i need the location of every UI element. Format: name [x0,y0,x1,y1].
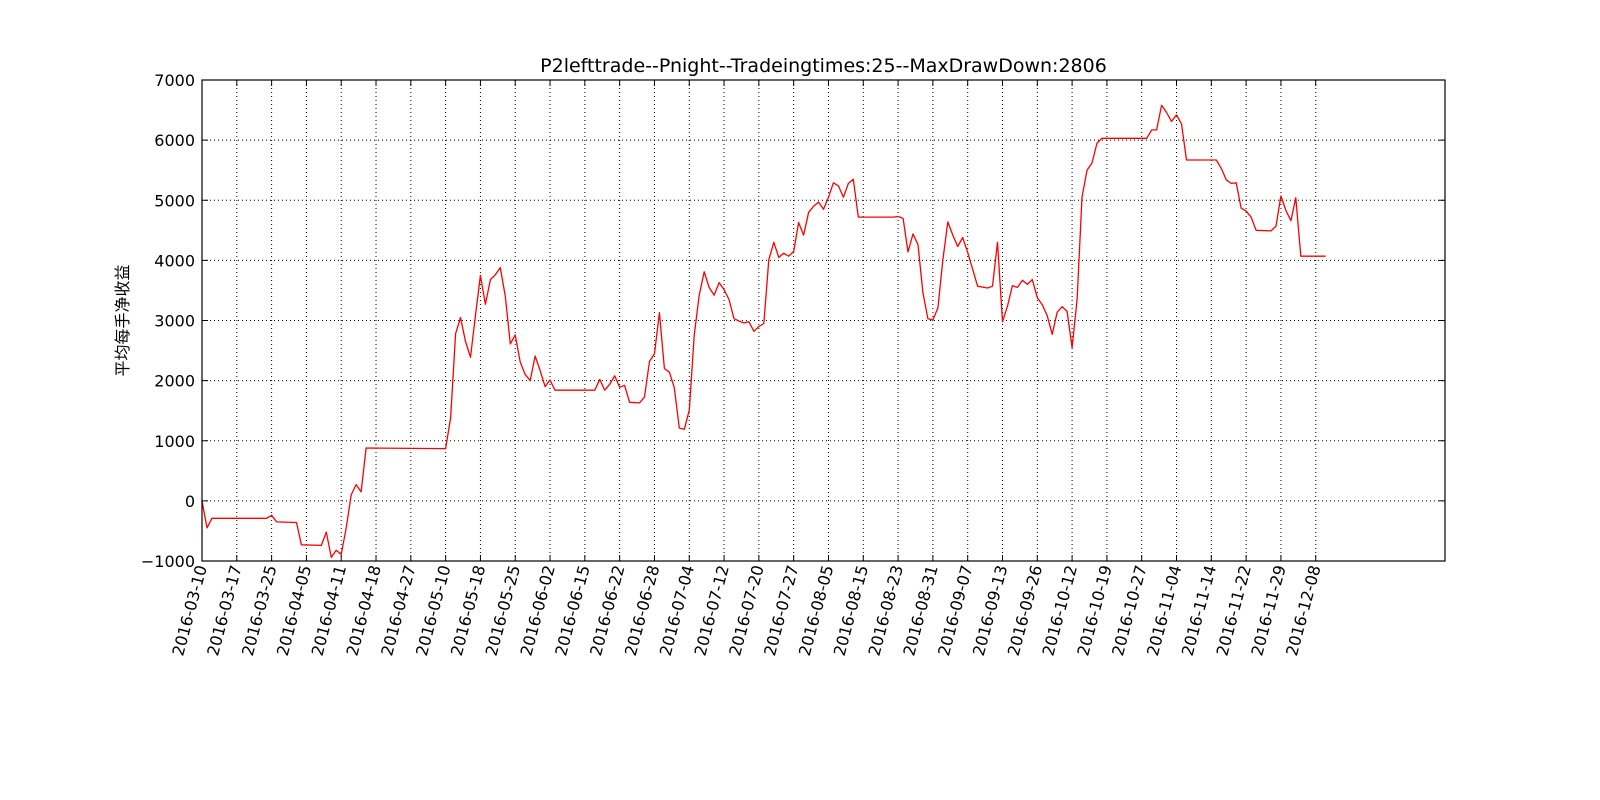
series-line [201,104,1326,559]
y-tick-label: 5000 [154,191,195,210]
y-tick-label: 0 [185,492,195,511]
y-tick-label: −1000 [141,552,195,571]
grid-layer [202,80,1445,561]
y-tick-label: 2000 [154,372,195,391]
y-tick-label: 4000 [154,251,195,270]
y-tick-label: 6000 [154,131,195,150]
series-layer [201,104,1326,559]
y-tick-label: 1000 [154,432,195,451]
y-axis-label: 平均每手净收益 [113,264,132,376]
y-tick-label: 7000 [154,71,195,90]
y-tick-label: 3000 [154,312,195,331]
chart-title: P2lefttrade--Pnight--Tradeingtimes:25--M… [540,55,1107,77]
